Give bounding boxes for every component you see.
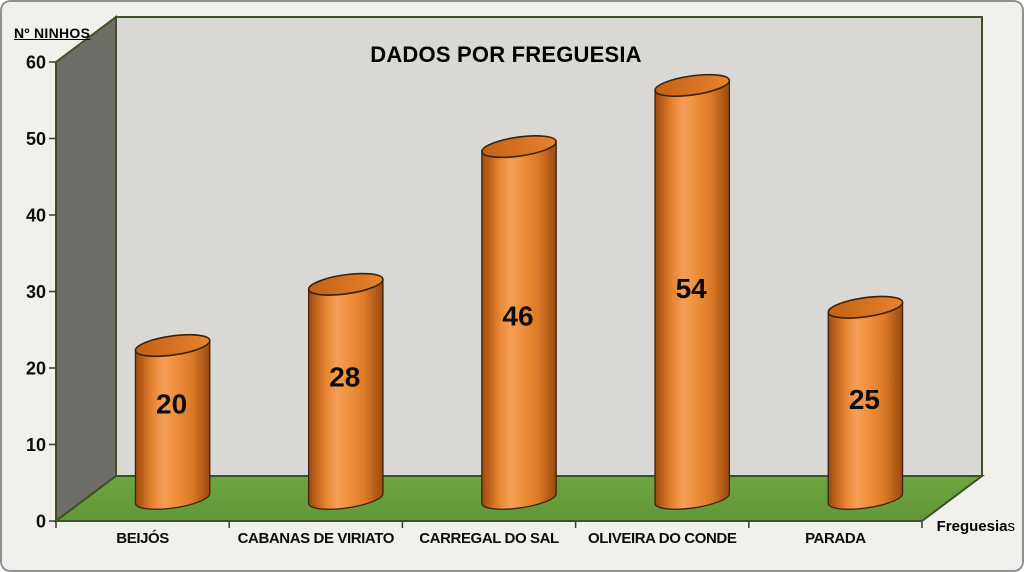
category-label: BEIJÓS [116, 529, 169, 547]
category-label: PARADA [805, 530, 866, 547]
chart-title: DADOS POR FREGUESIA [370, 42, 642, 67]
value-label: 20 [156, 389, 187, 420]
y-tick-label: 40 [26, 206, 46, 226]
value-label: 25 [849, 384, 880, 415]
cylinder-body [307, 279, 384, 510]
value-label: 28 [329, 361, 360, 392]
cylinder-top [827, 295, 904, 319]
side-wall [55, 15, 117, 523]
cylinder-top [307, 272, 384, 296]
category-label: OLIVEIRA DO CONDE [588, 530, 737, 547]
cylinder-top [654, 73, 731, 97]
bar-cylinder: 28 [307, 272, 384, 510]
category-label: CARREGAL DO SAL [419, 530, 559, 547]
value-label: 54 [676, 273, 708, 304]
bar-cylinder: 46 [481, 135, 557, 510]
value-label: 46 [502, 301, 533, 332]
y-tick-label: 50 [26, 129, 46, 149]
x-axis-title: Freguesias [937, 518, 1015, 535]
bar-cylinder: 20 [134, 333, 211, 510]
category-label: CABANAS DE VIRIATO [238, 530, 395, 547]
bar-cylinder: 54 [654, 73, 731, 510]
x-axis-title-suffix: s [1007, 518, 1016, 535]
cylinder-top [134, 333, 211, 358]
y-tick-label: 60 [26, 53, 46, 73]
x-axis-title-text: Freguesia [936, 518, 1008, 535]
cylinder-body [134, 340, 211, 510]
y-axis-title: Nº NINHOS [14, 25, 91, 41]
y-tick-label: 20 [26, 359, 46, 379]
cylinder-top [481, 135, 557, 159]
y-tick-label: 10 [26, 435, 46, 455]
y-tick-label: 0 [36, 512, 46, 532]
bar-cylinder: 25 [827, 295, 904, 510]
y-tick-label: 30 [26, 282, 46, 302]
